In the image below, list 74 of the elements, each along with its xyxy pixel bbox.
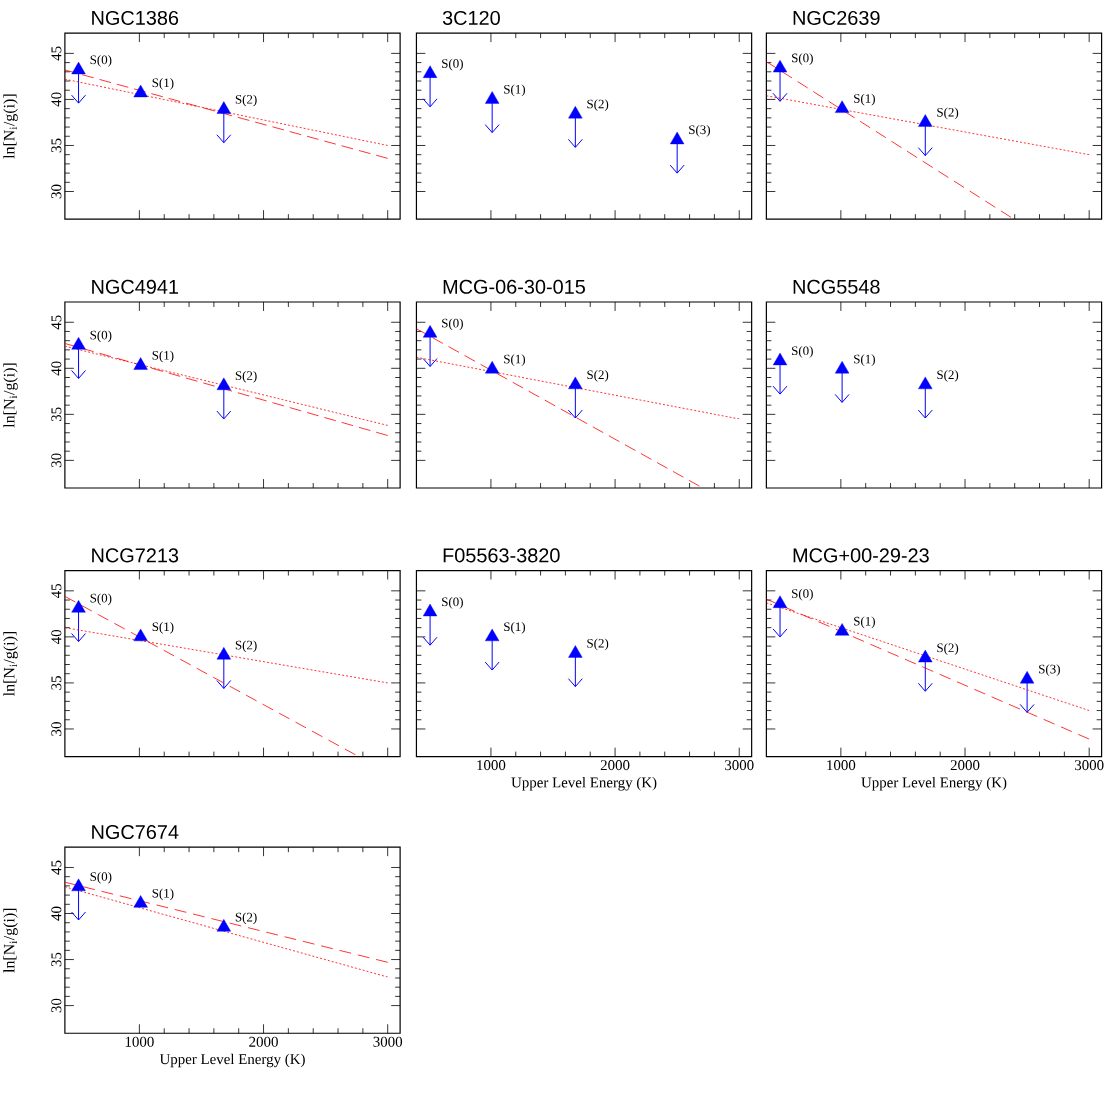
y-tick-label: 45 [51,583,62,598]
annotation: S(1) [504,621,526,634]
annotation: S(0) [792,53,813,65]
x-axis-title: Upper Level Energy (K) [511,776,657,791]
annotation: S(3) [1039,664,1060,676]
x-axis-title: Upper Level Energy (K) [159,1053,305,1068]
annotation: S(0) [792,345,813,358]
y-axis-title: ln[N$_{i}$/g(i)] [3,94,18,159]
y-axis-title: ln[N$_{i}$/g(i)] [3,908,18,973]
y-tick-label: 40 [51,906,62,921]
chart-title: MCG-06-30-015 [443,279,585,294]
annotation: S(2) [235,370,257,383]
annotation: S(1) [854,354,875,366]
y-tick-label: 35 [51,952,62,967]
y-tick-label: 40 [51,92,62,107]
x-tick-label: 2000 [249,1036,278,1047]
x-tick-label: 2000 [950,760,980,771]
annotation: S(2) [937,369,959,382]
annotation: S(2) [587,369,609,382]
annotation: S(0) [442,318,463,331]
chart-title: 3C120 [442,10,500,25]
y-tick-label: 30 [51,721,62,736]
y-tick-label: 35 [51,138,62,153]
chart-title: NCG5548 [793,279,880,294]
chart-title: F05563-3820 [443,548,560,563]
chart-title: NGC1386 [92,10,179,25]
annotation: S(2) [235,640,257,653]
annotation: S(2) [235,912,257,925]
chart-title: MCG+00-29-23 [793,548,929,563]
y-tick-label: 35 [51,675,62,690]
x-axis-title: Upper Level Energy (K) [861,776,1007,791]
annotation: S(1) [152,621,174,634]
x-tick-label: 3000 [725,760,754,771]
annotation: S(0) [90,593,112,606]
chart-title: NCG7213 [92,548,179,563]
chart-title: NGC7674 [92,824,179,839]
y-tick-label: 30 [51,453,62,468]
x-tick-label: 1000 [125,1036,154,1047]
y-tick-label: 35 [51,407,62,422]
annotation: S(0) [90,871,112,884]
annotation: S(0) [442,58,463,71]
y-axis-title: ln[N$_{i}$/g(i)] [3,631,18,696]
x-tick-label: 1000 [827,760,856,771]
annotation: S(2) [235,94,257,107]
y-tick-label: 30 [51,998,62,1013]
annotation: S(1) [152,78,174,90]
y-tick-label: 40 [51,629,62,644]
annotation: S(2) [937,107,959,120]
annotation: S(1) [504,84,526,97]
annotation: S(1) [854,93,875,106]
x-tick-label: 3000 [373,1036,403,1047]
x-tick-label: 1000 [477,760,506,771]
y-tick-label: 45 [51,46,62,61]
annotation: S(0) [90,54,112,67]
x-tick-label: 3000 [1074,760,1104,771]
annotation: S(2) [937,643,959,655]
annotation: S(3) [689,124,710,137]
annotation: S(0) [90,330,112,343]
annotation: S(1) [504,354,526,366]
y-tick-label: 45 [51,860,62,875]
annotation: S(1) [152,350,174,363]
y-tick-label: 45 [51,315,62,330]
y-axis-title: ln[N$_{i}$/g(i)] [3,363,18,428]
y-tick-label: 40 [51,361,62,376]
annotation: S(1) [854,616,875,629]
annotation: S(0) [442,597,463,609]
annotation: S(1) [152,888,174,901]
chart-title: NGC2639 [793,10,880,25]
annotation: S(2) [587,638,609,651]
y-tick-label: 30 [51,184,62,199]
x-tick-label: 2000 [600,760,630,771]
chart-title: NGC4941 [92,279,179,294]
annotation: S(2) [587,99,609,111]
annotation: S(0) [792,588,813,601]
